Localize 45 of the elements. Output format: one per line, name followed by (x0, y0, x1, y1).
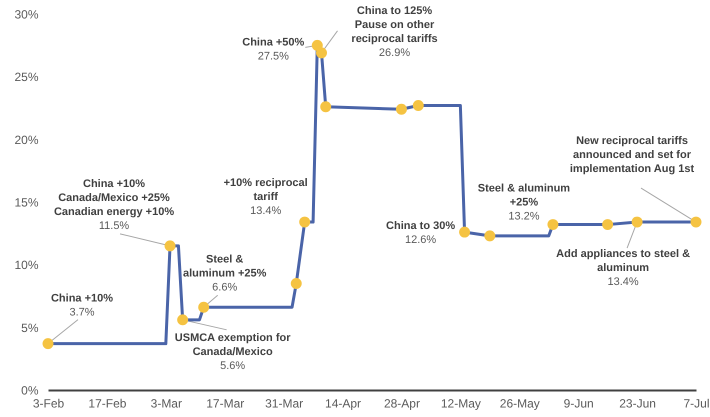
point (198, 302, 210, 313)
x-tick-label: 28-Apr (384, 396, 420, 410)
annotation: Steel & aluminum +25% 13.2% (478, 182, 570, 223)
point (412, 100, 424, 111)
point (484, 230, 496, 242)
x-tick-label: 12-May (440, 396, 481, 410)
x-tick-label: 26-May (500, 396, 540, 410)
point (602, 219, 614, 230)
annotation: USMCA exemption for Canada/Mexico 5.6% (174, 332, 292, 372)
annotation: China +10% 3.7% (50, 292, 114, 319)
y-tick-label: 5% (21, 320, 39, 335)
point (320, 101, 332, 112)
y-tick-label: 20% (14, 132, 39, 147)
point (396, 104, 407, 115)
y-tick-label: 0% (21, 384, 39, 398)
x-tick-label: 14-Apr (325, 396, 362, 410)
annotation: China to 125% Pause on other reciprocal tariffs 26.9% (351, 4, 438, 59)
point (459, 226, 470, 238)
x-tick-label: 3-Feb (32, 396, 64, 410)
annotation: China to 30% 12.6% (386, 220, 456, 246)
x-tick-label: 9-Jun (564, 396, 594, 410)
annotation: New reciprocal tariffs announced and set for implementation Aug 1st (570, 135, 694, 176)
y-tick-label: 10% (14, 258, 39, 272)
annotation: China +10% Canada/Mexico +25% Canadian energy +10% 11.5% (54, 178, 174, 232)
annotation: +10% reciprocal tariff 13.4% (224, 177, 308, 218)
point (632, 216, 643, 228)
point (316, 47, 327, 58)
x-tick-label: 31-Mar (265, 396, 304, 410)
x-tick-label: 17-Feb (88, 396, 127, 410)
point (547, 219, 558, 230)
annotation: Add appliances to steel & aluminum 13.4% (556, 248, 690, 288)
y-tick-label: 15% (14, 196, 39, 210)
x-tick-label: 3-Mar (150, 396, 182, 410)
point (164, 240, 176, 252)
point (299, 216, 310, 228)
x-tick-label: 17-Mar (206, 396, 244, 410)
y-tick-label: 30% (14, 8, 39, 22)
point (290, 278, 302, 289)
point (690, 216, 702, 228)
x-tick-label: 7-Jul (683, 396, 710, 410)
point (177, 314, 188, 326)
x-tick-label: 23-Jun (619, 396, 656, 410)
annotation: China +50% 27.5% (242, 36, 305, 62)
y-tick-label: 25% (14, 70, 39, 84)
annotation: Steel & aluminum +25% 6.6% (182, 253, 267, 294)
